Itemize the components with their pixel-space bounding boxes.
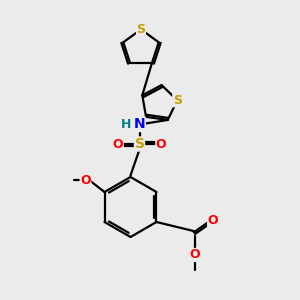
Text: O: O [80, 173, 91, 187]
Text: O: O [156, 137, 167, 151]
Text: S: S [134, 137, 145, 151]
Text: O: O [112, 137, 123, 151]
Text: S: S [173, 94, 182, 107]
Text: O: O [208, 214, 218, 227]
Text: N: N [134, 118, 145, 131]
Text: O: O [190, 248, 200, 262]
Text: S: S [136, 23, 146, 36]
Text: H: H [121, 118, 131, 131]
